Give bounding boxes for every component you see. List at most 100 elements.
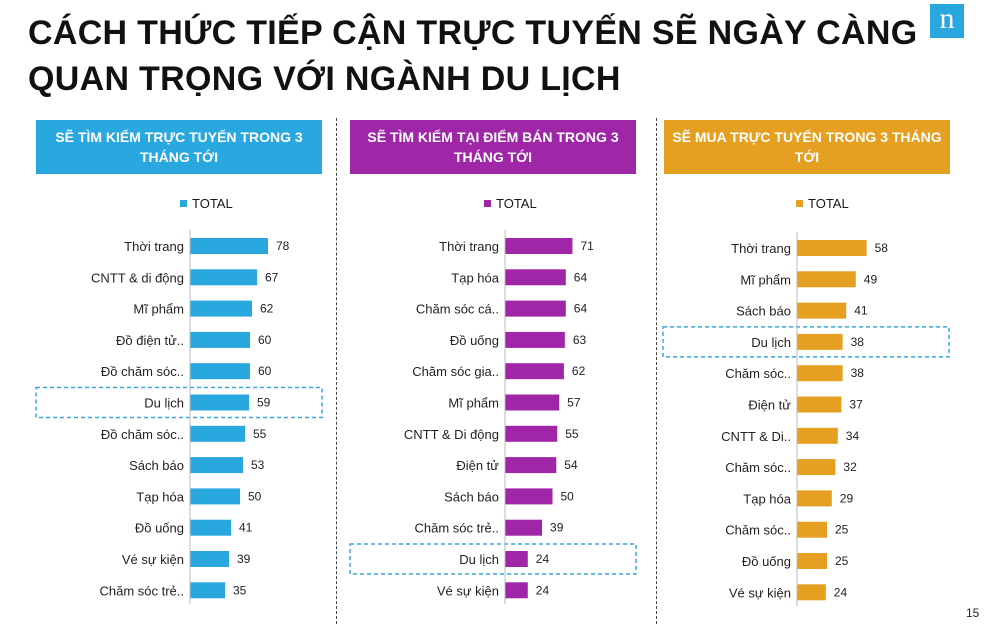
category-label: Mĩ phẩm: [448, 396, 499, 411]
value-label: 35: [233, 583, 247, 597]
legend-swatch: [796, 200, 803, 207]
value-label: 67: [265, 270, 279, 284]
value-label: 39: [550, 521, 564, 535]
value-label: 49: [864, 272, 878, 286]
legend-label: TOTAL: [192, 196, 233, 211]
bar: [505, 363, 564, 380]
value-label: 59: [257, 396, 271, 410]
bar: [505, 331, 565, 348]
value-label: 62: [572, 364, 586, 378]
value-label: 55: [565, 427, 579, 441]
category-label: Du lịch: [751, 335, 791, 350]
category-label: Đồ điện tử..: [116, 333, 184, 348]
value-label: 60: [258, 333, 272, 347]
category-label: Sách báo: [444, 489, 499, 504]
bar: [190, 425, 245, 442]
page-number: 15: [966, 606, 980, 620]
bar: [505, 300, 566, 317]
bar: [190, 363, 250, 380]
bar: [190, 582, 225, 599]
value-label: 57: [567, 396, 581, 410]
bar: [505, 582, 528, 599]
bar: [505, 269, 566, 286]
value-label: 24: [834, 585, 848, 599]
category-label: CNTT & di động: [91, 270, 184, 285]
category-label: Chăm sóc..: [725, 366, 791, 381]
bar: [190, 519, 231, 536]
panel-1-legend: TOTAL: [180, 196, 233, 211]
category-label: Mĩ phẩm: [740, 272, 791, 287]
bar: [797, 365, 843, 382]
brand-logo: n: [930, 4, 964, 38]
value-label: 25: [835, 523, 849, 537]
bar: [797, 459, 836, 476]
category-label: Điện tử: [748, 398, 791, 413]
category-label: Sách báo: [736, 304, 791, 319]
value-label: 24: [536, 583, 550, 597]
value-label: 55: [253, 427, 267, 441]
value-label: 32: [843, 460, 857, 474]
category-label: Chăm sóc..: [725, 460, 791, 475]
bar: [797, 333, 843, 350]
category-label: Du lịch: [144, 396, 184, 411]
panel-2-legend: TOTAL: [484, 196, 537, 211]
value-label: 60: [258, 364, 272, 378]
bar: [190, 551, 229, 567]
bar: [797, 584, 826, 601]
category-label: Tạp hóa: [451, 270, 499, 285]
bar: [190, 394, 249, 411]
category-label: Mĩ phẩm: [133, 302, 184, 317]
bar: [797, 490, 832, 507]
panel-3-legend: TOTAL: [796, 196, 849, 211]
category-label: Vé sự kiện: [437, 583, 499, 598]
value-label: 63: [573, 333, 587, 347]
bar: [190, 331, 250, 348]
category-label: Vé sự kiện: [729, 585, 791, 600]
bar: [505, 457, 557, 474]
value-label: 38: [851, 335, 865, 349]
legend-label: TOTAL: [808, 196, 849, 211]
highlight-box: [35, 386, 323, 419]
value-label: 62: [260, 302, 274, 316]
category-label: Thời trang: [439, 239, 499, 254]
value-label: 64: [574, 302, 588, 316]
category-label: Thời trang: [124, 239, 184, 254]
category-label: Chăm sóc gia..: [412, 364, 499, 379]
legend-label: TOTAL: [496, 196, 537, 211]
bar: [505, 519, 543, 536]
value-label: 24: [536, 552, 550, 566]
category-label: Đồ uống: [135, 521, 184, 536]
value-label: 38: [851, 366, 865, 380]
bar: [505, 551, 528, 567]
panel-1-header: SẼ TÌM KIẾM TRỰC TUYẾN TRONG 3 THÁNG TỚI: [36, 120, 322, 174]
value-label: 50: [248, 489, 262, 503]
bar: [190, 269, 257, 286]
value-label: 64: [574, 270, 588, 284]
bar: [797, 240, 867, 256]
category-label: Tạp hóa: [136, 489, 184, 504]
category-label: Du lịch: [459, 552, 499, 567]
bar: [505, 425, 558, 442]
bar: [190, 300, 252, 317]
value-label: 34: [846, 429, 860, 443]
category-label: CNTT & Di động: [404, 427, 499, 442]
bar: [797, 396, 842, 413]
value-label: 53: [251, 458, 265, 472]
category-label: CNTT & Di..: [721, 429, 791, 444]
divider-right: [656, 118, 657, 624]
category-label: Đồ uống: [450, 333, 499, 348]
page-title: CÁCH THỨC TIẾP CẬN TRỰC TUYẾN SẼ NGÀY CÀ…: [28, 14, 918, 98]
category-label: Đồ chăm sóc..: [101, 364, 184, 379]
category-label: Chăm sóc trẻ..: [99, 583, 184, 598]
panel-1-chart: Thời trang 78 CNTT & di động 67 Mĩ phẩm 62 Đồ …: [35, 230, 323, 605]
value-label: 41: [239, 521, 253, 535]
category-label: Đồ uống: [742, 554, 791, 569]
category-label: Chăm sóc..: [725, 523, 791, 538]
category-label: Đồ chăm sóc..: [101, 427, 184, 442]
category-label: Chăm sóc trẻ..: [414, 521, 499, 536]
divider-left: [336, 118, 337, 624]
legend-swatch: [484, 200, 491, 207]
bar: [505, 394, 560, 411]
panel-3-chart: Thời trang 58 Mĩ phẩm 49 Sách báo 41 Du lịch 38…: [662, 232, 950, 607]
value-label: 54: [564, 458, 578, 472]
